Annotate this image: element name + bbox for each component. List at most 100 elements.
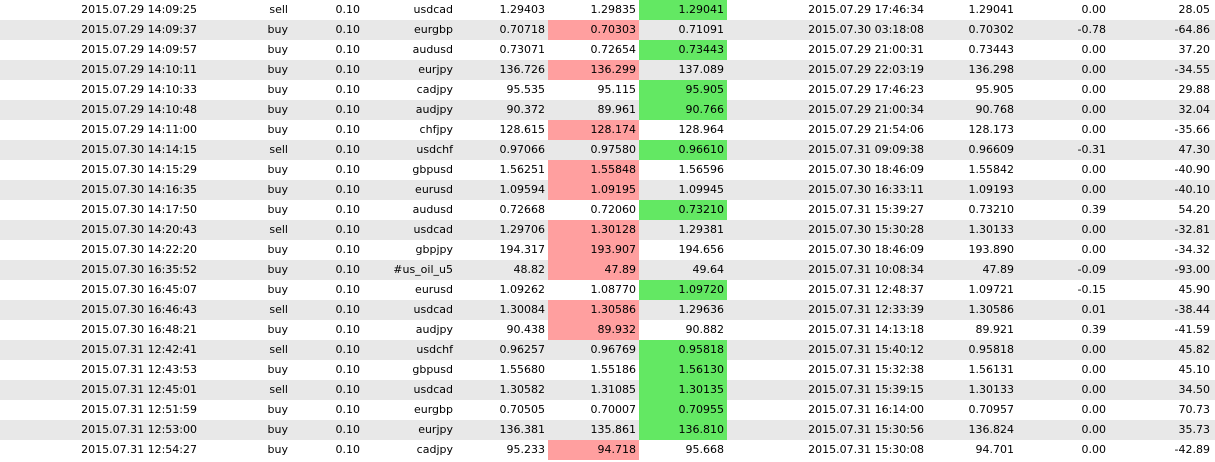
type-cell: buy [267,83,288,96]
stop-loss-cell: 193.907 [548,240,639,260]
close-time-cell: 2015.07.29 21:54:06 [808,123,924,136]
table-row[interactable]: 2015.07.29 14:09:57 buy 0.10 audusd 0.73071 0… [0,40,1215,60]
size-cell: 0.10 [335,23,361,36]
open-time-cell: 2015.07.31 12:54:27 [81,443,197,456]
commission-cell: 0.39 [1081,203,1107,216]
profit-cell: 28.05 [1178,3,1211,16]
close-time-cell: 2015.07.29 21:00:34 [808,103,924,116]
close-price-cell: 1.56131 [968,363,1015,376]
table-row[interactable]: 2015.07.30 14:14:15 sell 0.10 usdchf 0.97066… [0,140,1215,160]
table-row[interactable]: 2015.07.31 12:42:41 sell 0.10 usdchf 0.96257… [0,340,1215,360]
type-cell: sell [269,343,288,356]
close-price-cell: 95.905 [975,83,1015,96]
table-row[interactable]: 2015.07.31 12:45:01 sell 0.10 usdcad 1.30582… [0,380,1215,400]
take-profit-cell: 95.668 [685,443,725,456]
commission-cell: 0.00 [1081,163,1107,176]
open-time-cell: 2015.07.29 14:11:00 [81,123,197,136]
table-row[interactable]: 2015.07.29 14:09:25 sell 0.10 usdcad 1.29403… [0,0,1215,20]
table-row[interactable]: 2015.07.30 14:15:29 buy 0.10 gbpusd 1.56251 1… [0,160,1215,180]
open-time-cell: 2015.07.30 14:16:35 [81,183,197,196]
table-row[interactable]: 2015.07.31 12:43:53 buy 0.10 gbpusd 1.55680 1… [0,360,1215,380]
table-row[interactable]: 2015.07.29 14:09:37 buy 0.10 eurgbp 0.70718 0… [0,20,1215,40]
close-time-cell: 2015.07.31 12:48:37 [808,283,924,296]
close-price-cell: 89.921 [975,323,1015,336]
take-profit-cell: 1.30135 [639,380,727,400]
table-row[interactable]: 2015.07.30 16:46:43 sell 0.10 usdcad 1.30084… [0,300,1215,320]
profit-cell: 32.04 [1178,103,1211,116]
table-row[interactable]: 2015.07.30 16:45:07 buy 0.10 eurusd 1.09262 1… [0,280,1215,300]
size-cell: 0.10 [335,343,361,356]
close-price-cell: 0.96609 [968,143,1015,156]
close-price-cell: 193.890 [968,243,1015,256]
close-price-cell: 1.55842 [968,163,1015,176]
size-cell: 0.10 [335,283,361,296]
symbol-cell: eurjpy [418,63,453,76]
size-cell: 0.10 [335,303,361,316]
close-time-cell: 2015.07.31 15:30:56 [808,423,924,436]
close-time-cell: 2015.07.30 18:46:09 [808,243,924,256]
take-profit-cell: 128.964 [678,123,725,136]
type-cell: buy [267,163,288,176]
type-cell: sell [269,383,288,396]
commission-cell: 0.00 [1081,443,1107,456]
size-cell: 0.10 [335,63,361,76]
size-cell: 0.10 [335,443,361,456]
size-cell: 0.10 [335,103,361,116]
close-time-cell: 2015.07.29 17:46:23 [808,83,924,96]
open-time-cell: 2015.07.30 16:45:07 [81,283,197,296]
table-row[interactable]: 2015.07.30 16:35:52 buy 0.10 #us_oil_u5 48.8… [0,260,1215,280]
type-cell: buy [267,63,288,76]
table-row[interactable]: 2015.07.30 14:20:43 sell 0.10 usdcad 1.29706… [0,220,1215,240]
close-price-cell: 94.701 [975,443,1015,456]
stop-loss-cell: 0.72060 [590,203,637,216]
close-price-cell: 0.73210 [968,203,1015,216]
stop-loss-cell: 94.718 [548,440,639,460]
stop-loss-cell: 135.861 [590,423,637,436]
close-price-cell: 1.30133 [968,223,1015,236]
commission-cell: 0.00 [1081,103,1107,116]
open-time-cell: 2015.07.30 14:20:43 [81,223,197,236]
table-row[interactable]: 2015.07.30 16:48:21 buy 0.10 audjpy 90.438 89… [0,320,1215,340]
table-row[interactable]: 2015.07.31 12:51:59 buy 0.10 eurgbp 0.70505 0… [0,400,1215,420]
open-time-cell: 2015.07.30 14:17:50 [81,203,197,216]
size-cell: 0.10 [335,163,361,176]
open-time-cell: 2015.07.31 12:45:01 [81,383,197,396]
table-row[interactable]: 2015.07.29 14:11:00 buy 0.10 chfjpy 128.615 1… [0,120,1215,140]
table-row[interactable]: 2015.07.30 14:22:20 buy 0.10 gbpjpy 194.317 1… [0,240,1215,260]
table-row[interactable]: 2015.07.31 12:54:27 buy 0.10 cadjpy 95.233 94… [0,440,1215,460]
open-price-cell: 90.372 [506,103,546,116]
open-time-cell: 2015.07.31 12:53:00 [81,423,197,436]
size-cell: 0.10 [335,43,361,56]
profit-cell: 54.20 [1178,203,1211,216]
stop-loss-cell: 1.30128 [548,220,639,240]
type-cell: buy [267,43,288,56]
symbol-cell: audjpy [415,323,453,336]
table-row[interactable]: 2015.07.29 14:10:33 buy 0.10 cadjpy 95.535 95… [0,80,1215,100]
table-row[interactable]: 2015.07.30 14:17:50 buy 0.10 audusd 0.72668 0… [0,200,1215,220]
commission-cell: 0.00 [1081,183,1107,196]
symbol-cell: chfjpy [419,123,453,136]
close-time-cell: 2015.07.31 09:09:38 [808,143,924,156]
stop-loss-cell: 1.55848 [548,160,639,180]
table-row[interactable]: 2015.07.30 14:16:35 buy 0.10 eurusd 1.09594 1… [0,180,1215,200]
stop-loss-cell: 47.89 [548,260,639,280]
stop-loss-cell: 128.174 [548,120,639,140]
close-time-cell: 2015.07.31 10:08:34 [808,263,924,276]
table-row[interactable]: 2015.07.29 14:10:11 buy 0.10 eurjpy 136.726 1… [0,60,1215,80]
size-cell: 0.10 [335,243,361,256]
size-cell: 0.10 [335,123,361,136]
symbol-cell: eurgbp [413,403,453,416]
take-profit-cell: 1.29381 [678,223,725,236]
commission-cell: 0.00 [1081,383,1107,396]
commission-cell: 0.00 [1081,403,1107,416]
symbol-cell: usdcad [413,3,453,16]
take-profit-cell: 0.95818 [639,340,727,360]
open-price-cell: 1.30582 [499,383,546,396]
type-cell: buy [267,103,288,116]
close-time-cell: 2015.07.29 21:00:31 [808,43,924,56]
open-price-cell: 90.438 [506,323,546,336]
table-row[interactable]: 2015.07.29 14:10:48 buy 0.10 audjpy 90.372 89… [0,100,1215,120]
table-row[interactable]: 2015.07.31 12:53:00 buy 0.10 eurjpy 136.381 1… [0,420,1215,440]
close-price-cell: 0.70302 [968,23,1015,36]
open-time-cell: 2015.07.30 14:14:15 [81,143,197,156]
